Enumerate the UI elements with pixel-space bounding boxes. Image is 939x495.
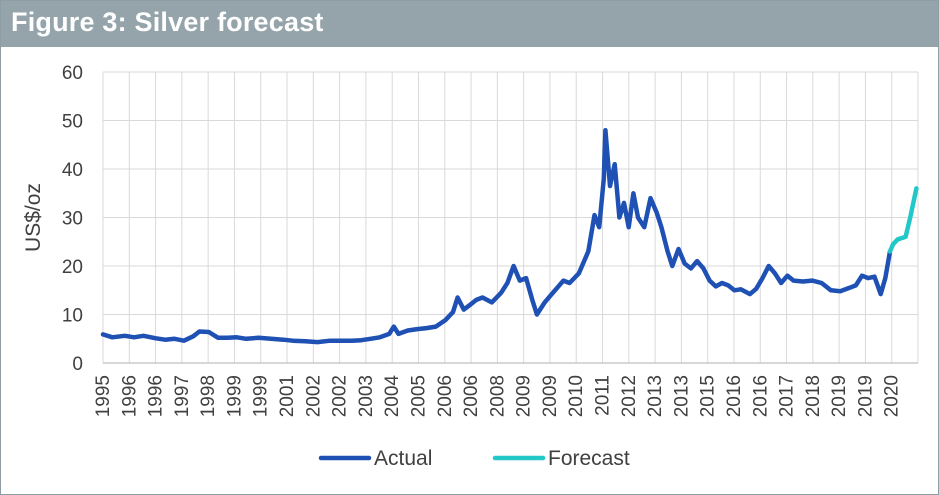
x-tick-label: 2006 (461, 375, 482, 417)
y-tick-label: 20 (62, 257, 83, 278)
x-tick-label: 1999 (251, 375, 272, 417)
x-tick-label: 1996 (119, 375, 140, 417)
y-tick-label: 60 (62, 63, 83, 84)
x-tick-label: 1995 (93, 375, 114, 417)
x-tick-label: 2016 (724, 375, 745, 417)
series-line-forecast (887, 186, 919, 254)
x-tick-label: 2001 (277, 375, 298, 417)
series-line-actual (100, 127, 893, 345)
x-tick-label: 2006 (435, 375, 456, 417)
x-tick-label: 2009 (514, 375, 535, 417)
y-tick-label: 30 (62, 209, 83, 230)
x-axis-ticks: 1995 1996 1996 1997 1998 1999 1999 2001 2002 2002… (93, 375, 903, 418)
figure-title: Figure 3: Silver forecast (11, 7, 324, 37)
figure-header: Figure 3: Silver forecast (1, 1, 938, 47)
x-tick-label: 2013 (645, 375, 666, 417)
x-tick-label: 2011 (593, 375, 614, 416)
x-tick-label: 2015 (698, 375, 719, 417)
x-tick-label: 1997 (172, 375, 193, 417)
y-axis-ticks: 0 10 20 30 40 50 60 (62, 63, 83, 375)
x-tick-label: 2004 (382, 375, 403, 418)
y-tick-label: 40 (62, 160, 83, 181)
x-tick-label: 2012 (619, 375, 640, 417)
x-tick-label: 2010 (566, 375, 587, 417)
x-tick-label: 2005 (408, 375, 429, 417)
x-tick-label: 2002 (303, 375, 324, 417)
x-tick-label: 2013 (671, 375, 692, 417)
x-tick-label: 2002 (330, 375, 351, 417)
x-tick-label: 2019 (829, 375, 850, 417)
series-group (100, 127, 919, 345)
legend: Actual Forecast (318, 447, 630, 470)
gridlines (102, 71, 919, 363)
legend-label-actual: Actual (374, 447, 432, 470)
legend-label-forecast: Forecast (548, 447, 630, 470)
x-tick-label: 2016 (750, 375, 771, 417)
x-tick-label: 2019 (855, 375, 876, 417)
y-axis-label: US$/oz (22, 183, 45, 252)
x-tick-label: 2017 (777, 375, 798, 417)
y-tick-label: 10 (62, 306, 83, 327)
x-tick-label: 2018 (803, 375, 824, 417)
y-tick-label: 50 (62, 112, 83, 133)
y-tick-label: 0 (72, 354, 83, 375)
x-tick-label: 1998 (198, 375, 219, 417)
x-tick-label: 2020 (882, 375, 903, 417)
x-tick-label: 1996 (146, 375, 167, 417)
x-tick-label: 2003 (356, 375, 377, 417)
x-tick-label: 1999 (224, 375, 245, 417)
x-tick-label: 2008 (487, 375, 508, 417)
x-tick-label: 2009 (540, 375, 561, 417)
